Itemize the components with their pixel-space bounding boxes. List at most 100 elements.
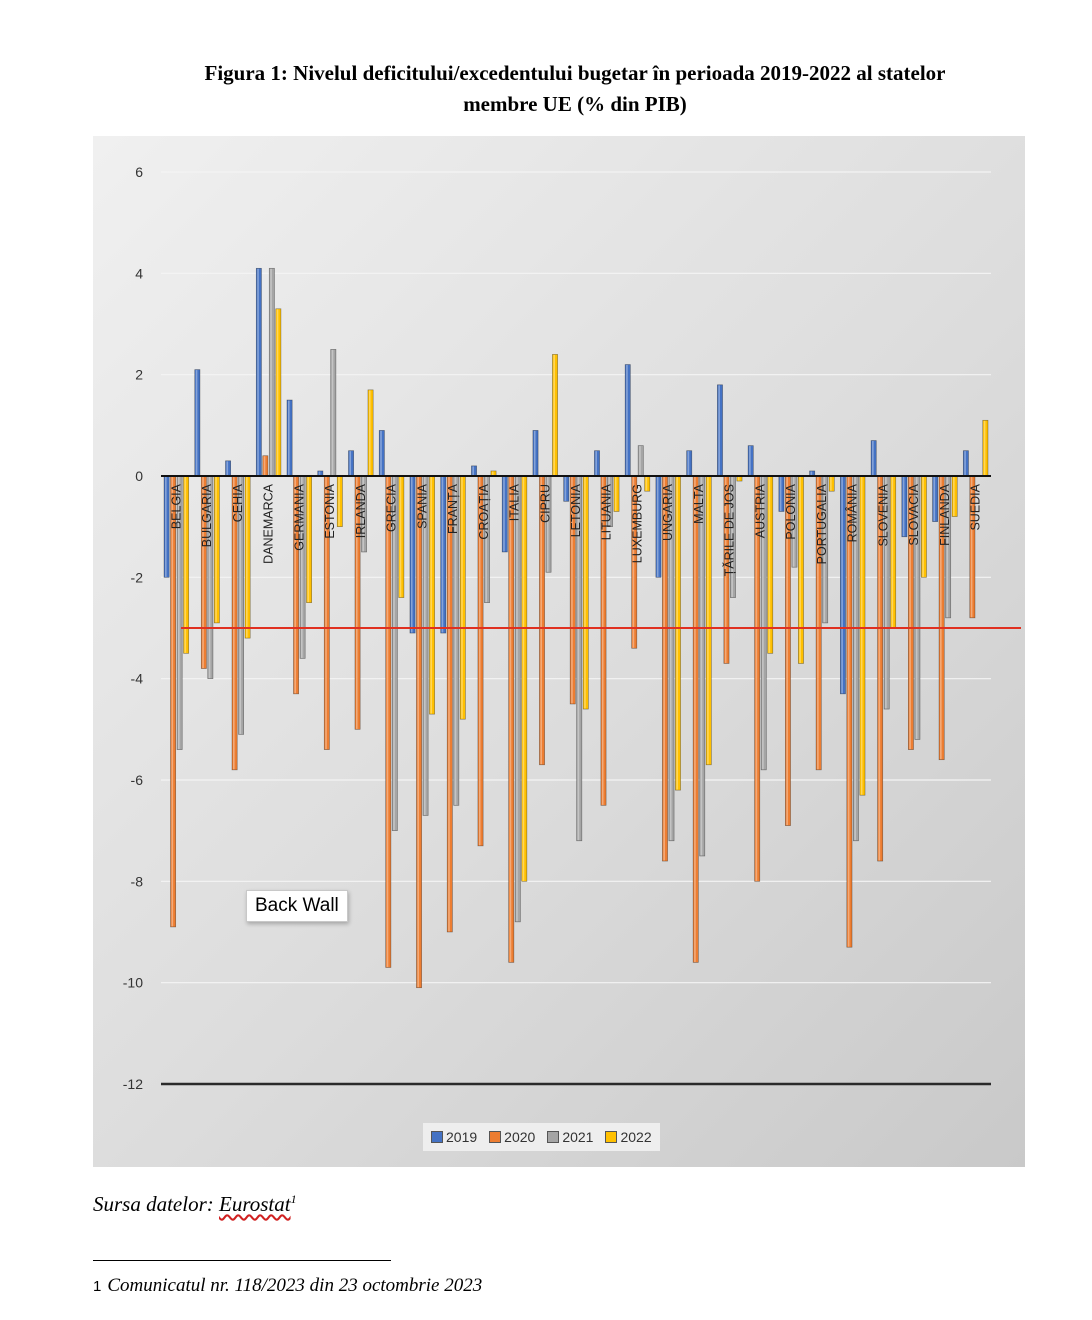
category-label: ȚĂRILE DE JOS: [722, 484, 737, 576]
bar-highlight: [478, 476, 481, 846]
bar-highlight: [270, 268, 272, 476]
y-tick-label: 2: [135, 367, 143, 383]
bar-highlight: [448, 476, 450, 932]
y-tick-label: -2: [131, 569, 144, 585]
bar-highlight: [687, 451, 690, 476]
bar-highlight: [380, 430, 382, 476]
category-label: BULGARIA: [200, 483, 214, 547]
footnote: 1 Comunicatul nr. 118/2023 din 23 octombr…: [93, 1275, 482, 1297]
bar-highlight: [349, 451, 352, 476]
legend-label: 2020: [504, 1129, 536, 1145]
bar-highlight: [195, 370, 198, 476]
bar-highlight: [940, 476, 942, 760]
bar-highlight: [891, 476, 894, 628]
bar-2019: [747, 445, 754, 477]
bar-2019: [194, 369, 201, 477]
bar-highlight: [645, 476, 648, 491]
category-labels-layer: BELGIA BULGARIA CEHIA DANEMARCA GERMANIA ESTO…: [169, 483, 982, 576]
title-line-1: Figura 1: Nivelul deficitului/excedentul…: [204, 61, 946, 85]
category-label: POLONIA: [784, 483, 798, 539]
bar-highlight: [522, 476, 525, 881]
footnote-divider: [93, 1260, 391, 1261]
bar-highlight: [731, 476, 733, 598]
bar-highlight: [601, 476, 604, 805]
y-tick-label: -10: [123, 975, 143, 991]
category-label: GERMANIA: [292, 483, 306, 550]
bar-highlight: [516, 476, 518, 922]
bar-highlight: [553, 354, 556, 476]
bar-2019: [717, 384, 723, 477]
bar-highlight: [595, 451, 597, 476]
category-label: SLOVENIA: [876, 483, 890, 546]
category-label: FINLANDA: [938, 483, 952, 545]
bar-highlight: [953, 476, 955, 517]
bar-highlight: [215, 476, 217, 623]
category-label: SLOVACIA: [907, 483, 921, 545]
bar-highlight: [417, 476, 420, 988]
legend-item-2019: 2019: [431, 1129, 477, 1145]
bar-2021: [514, 475, 521, 923]
category-label: GRECIA: [385, 483, 399, 532]
bar-highlight: [946, 476, 949, 618]
footnote-text: Comunicatul nr. 118/2023 din 23 octombri…: [107, 1275, 483, 1296]
bar-highlight: [830, 476, 832, 491]
bar-highlight: [700, 476, 703, 856]
bar-highlight: [749, 446, 751, 476]
bar-highlight: [614, 476, 617, 511]
bar-highlight: [276, 309, 279, 476]
category-label: ESTONIA: [323, 483, 337, 538]
bar-highlight: [878, 476, 881, 861]
bar-highlight: [724, 476, 727, 663]
category-label: ROMÂNIA: [845, 483, 860, 542]
bar-highlight: [338, 476, 340, 527]
bar-highlight: [922, 476, 924, 577]
bar-highlight: [485, 476, 488, 603]
bar-2022: [213, 475, 220, 624]
chart-panel: 6 4 2 0 -2 -4 -6 -8 -10 -12 BELGIA BULGARIA CEHIA DA…: [93, 136, 1025, 1167]
bar-2022: [521, 475, 528, 882]
bar-highlight: [226, 461, 229, 476]
bar-highlight: [817, 476, 819, 770]
lines-layer: [161, 475, 1021, 1086]
bar-highlight: [300, 476, 303, 658]
bar-highlight: [307, 476, 310, 603]
legend-swatch: [431, 1131, 443, 1143]
bar-highlight: [663, 476, 665, 861]
bar-highlight: [909, 476, 911, 750]
bar-2022: [767, 475, 774, 654]
bar-highlight: [762, 476, 764, 770]
category-label: CEHIA: [231, 483, 245, 522]
y-tick-label: -12: [123, 1076, 143, 1092]
source-prefix: Sursa datelor:: [93, 1192, 219, 1216]
category-label: ITALIA: [508, 483, 522, 521]
bar-highlight: [430, 476, 433, 714]
legend-item-2020: 2020: [489, 1129, 535, 1145]
category-label: UNGARIA: [661, 483, 675, 541]
bar-highlight: [656, 476, 659, 577]
y-tick-label: -6: [131, 772, 144, 788]
bar-highlight: [577, 476, 580, 841]
bar-highlight: [533, 430, 536, 476]
source-note: Sursa datelor: Eurostat1: [93, 1192, 297, 1217]
y-tick-label: 4: [135, 265, 143, 281]
bar-highlight: [632, 476, 635, 648]
bar-highlight: [263, 456, 266, 476]
bar-highlight: [208, 476, 211, 679]
category-label: LUXEMBURG: [630, 484, 644, 563]
bar-2019: [870, 440, 877, 477]
title-line-2: membre UE (% din PIB): [463, 92, 687, 116]
bar-highlight: [872, 441, 874, 476]
bar-highlight: [472, 466, 475, 476]
category-label: BELGIA: [169, 483, 183, 529]
source-footnote-ref[interactable]: 1: [290, 1192, 297, 1206]
bar-highlight: [737, 476, 740, 481]
bar-highlight: [178, 476, 180, 750]
bar-highlight: [546, 476, 549, 572]
bar-highlight: [626, 365, 628, 476]
source-link[interactable]: Eurostat: [219, 1192, 291, 1216]
y-tick-label: -4: [131, 671, 144, 687]
bar-highlight: [571, 476, 573, 704]
category-label: MALTA: [692, 483, 706, 523]
bar-highlight: [608, 476, 610, 527]
bar-highlight: [202, 476, 204, 669]
